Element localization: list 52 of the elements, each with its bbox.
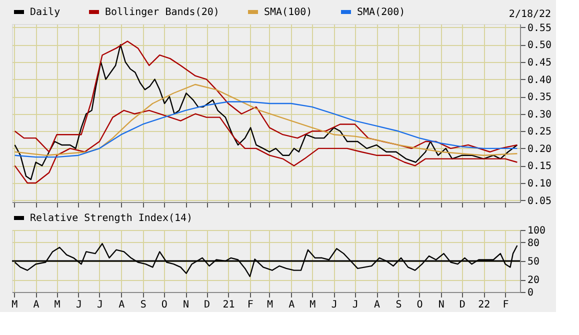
y-tick-label: 0.40 bbox=[528, 74, 552, 86]
line-series bbox=[14, 44, 518, 180]
y-tick-label: 0.55 bbox=[528, 22, 552, 34]
y-tick-label: 0 bbox=[528, 288, 534, 298]
legend-label: Bollinger Bands(20) bbox=[105, 7, 220, 18]
x-tick-label: N bbox=[438, 300, 444, 310]
x-tick-label: J bbox=[76, 300, 82, 310]
x-tick-label: O bbox=[161, 300, 168, 310]
x-tick-label: J bbox=[352, 300, 358, 310]
legend-label: Daily bbox=[30, 7, 60, 18]
x-tick-label: A bbox=[288, 300, 295, 310]
line-series bbox=[14, 40, 518, 152]
x-tick-label: A bbox=[33, 300, 40, 310]
x-tick-label: N bbox=[183, 300, 190, 310]
legend-label: Relative Strength Index(14) bbox=[30, 213, 193, 224]
x-tick-label: D bbox=[204, 300, 210, 310]
x-tick-label: M bbox=[310, 300, 316, 310]
x-tick-label: 21 bbox=[222, 300, 235, 310]
y-tick-label: 0.35 bbox=[528, 92, 552, 104]
y-tick-label: 0.45 bbox=[528, 58, 552, 69]
x-tick-label: 22 bbox=[478, 300, 490, 310]
y-tick-label: 0.50 bbox=[528, 40, 552, 52]
x-tick-label: J bbox=[96, 300, 103, 310]
x-tick-label: S bbox=[140, 300, 146, 310]
y-tick-label: 20 bbox=[528, 275, 540, 286]
y-tick-label: 0.25 bbox=[528, 126, 552, 138]
x-tick-label: J bbox=[331, 300, 338, 310]
line-series bbox=[14, 84, 518, 156]
y-tick-label: 0.30 bbox=[528, 109, 552, 120]
y-tick-label: 80 bbox=[528, 238, 540, 249]
x-tick-label: M bbox=[266, 300, 274, 310]
x-tick-label: O bbox=[416, 300, 423, 310]
y-tick-label: 100 bbox=[528, 226, 546, 236]
x-tick-label: A bbox=[374, 300, 380, 310]
line-series bbox=[14, 243, 518, 278]
x-tick-label: A bbox=[118, 300, 125, 310]
x-tick-label: F bbox=[247, 300, 254, 310]
line-series bbox=[14, 110, 518, 184]
x-tick-label: D bbox=[459, 300, 466, 310]
legend-label: SMA(100) bbox=[264, 7, 312, 18]
x-tick-label: S bbox=[396, 300, 402, 310]
y-tick-label: 0.15 bbox=[528, 161, 552, 172]
x-tick-label: F bbox=[502, 300, 509, 310]
x-tick-label: M bbox=[54, 300, 60, 310]
y-tick-label: 0.20 bbox=[528, 144, 552, 155]
text: 2/18/22 bbox=[508, 9, 552, 20]
legend-label: SMA(200) bbox=[357, 7, 406, 18]
line-series bbox=[14, 101, 518, 158]
y-tick-label: 50 bbox=[528, 256, 540, 268]
y-tick-label: 0.05 bbox=[528, 196, 552, 207]
y-tick-label: 0.10 bbox=[528, 178, 552, 190]
x-tick-label: M bbox=[12, 300, 18, 310]
